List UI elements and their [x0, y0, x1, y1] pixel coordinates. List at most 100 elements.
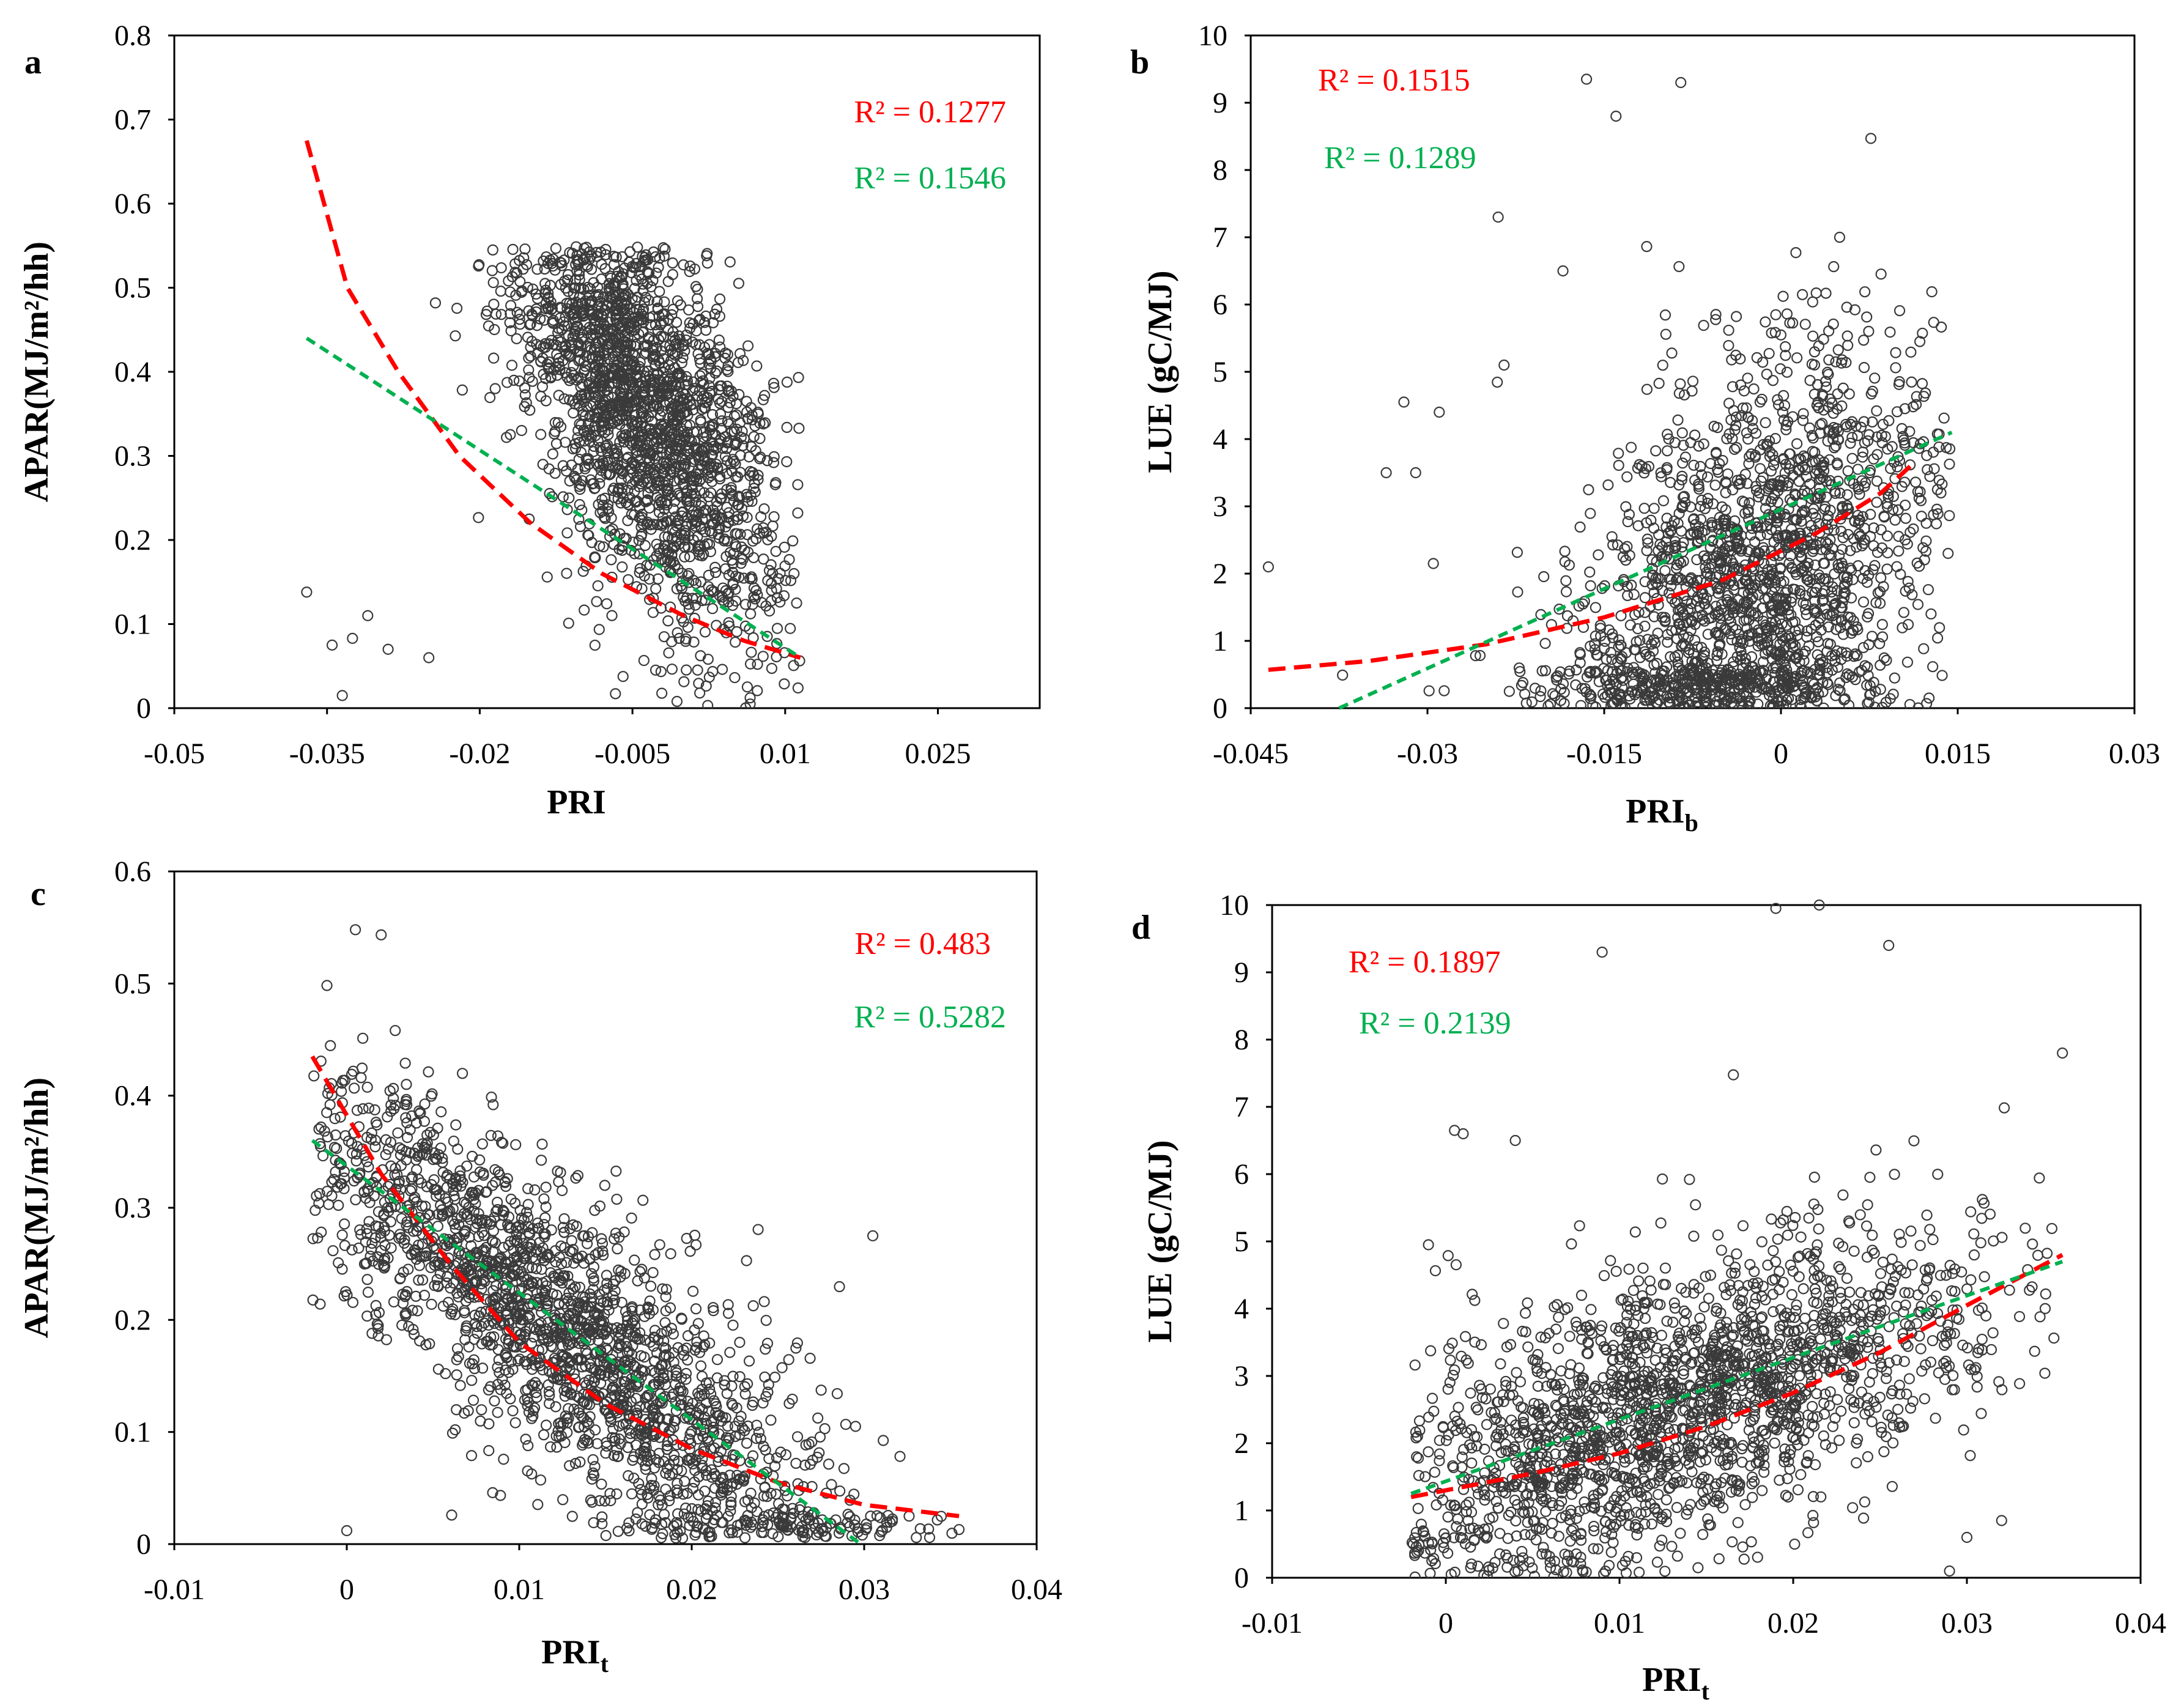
data-point [676, 1314, 687, 1325]
data-point [550, 438, 562, 449]
data-point [1694, 602, 1705, 613]
data-point [659, 497, 671, 509]
data-point [640, 496, 651, 508]
data-point [608, 482, 620, 494]
data-point [1772, 394, 1783, 405]
data-point [568, 360, 579, 372]
data-point [1780, 420, 1792, 431]
data-point [1863, 697, 1875, 708]
data-point [1763, 683, 1774, 695]
data-point [1583, 484, 1594, 495]
data-point [1862, 661, 1873, 673]
data-point [1823, 369, 1834, 380]
data-point [636, 511, 648, 523]
data-point [1837, 629, 1849, 640]
data-point [1655, 467, 1667, 479]
data-point [1781, 664, 1793, 676]
data-point [523, 352, 535, 364]
data-point [307, 1294, 319, 1306]
data-point [1576, 682, 1588, 694]
data-point [692, 283, 703, 295]
outlier-point [423, 652, 435, 664]
data-point [525, 318, 536, 330]
data-point [1676, 541, 1688, 553]
outlier-point [1380, 467, 1392, 479]
data-point [335, 1111, 346, 1123]
data-point [516, 424, 527, 437]
data-point [729, 671, 741, 684]
data-point [1690, 684, 1702, 695]
data-point [690, 1303, 702, 1315]
data-point [694, 370, 706, 382]
data-point [1908, 523, 1919, 535]
data-point [412, 1305, 423, 1317]
data-point [1641, 545, 1653, 556]
data-point [738, 572, 750, 584]
data-point [1666, 347, 1678, 359]
data-point [613, 308, 624, 320]
data-point [692, 546, 704, 558]
data-point [1722, 590, 1734, 601]
data-point [1691, 554, 1703, 566]
data-point [1878, 652, 1890, 664]
data-point [610, 462, 621, 473]
data-point [1678, 440, 1689, 451]
data-point [366, 1237, 378, 1249]
data-point [552, 417, 564, 429]
data-point [1652, 627, 1664, 639]
data-point [1931, 484, 1944, 495]
data-point [396, 1144, 408, 1155]
data-point [1538, 571, 1550, 583]
data-point [1801, 571, 1813, 582]
data-point [645, 523, 657, 535]
data-point [1789, 488, 1801, 500]
data-point [1856, 475, 1868, 487]
data-point [720, 563, 731, 575]
data-point [735, 449, 746, 461]
data-point [1878, 581, 1889, 593]
data-point [581, 259, 593, 271]
linear-fit-line [305, 336, 802, 660]
data-point [506, 360, 518, 371]
data-point [1686, 385, 1698, 397]
data-point [636, 528, 648, 540]
data-point [731, 471, 744, 482]
data-point [709, 308, 720, 320]
data-point [1559, 545, 1571, 557]
data-point [478, 1230, 490, 1241]
data-point [487, 244, 498, 256]
data-point [767, 520, 779, 532]
data-point [1723, 339, 1734, 352]
data-point [564, 1223, 576, 1235]
data-point [683, 567, 695, 580]
data-point [736, 426, 748, 437]
data-point [1875, 524, 1887, 536]
data-point [1877, 418, 1889, 431]
data-point [519, 382, 531, 394]
data-point [612, 459, 624, 471]
data-point [1585, 690, 1596, 702]
data-point [1780, 699, 1792, 708]
data-point [1774, 654, 1786, 665]
data-point [583, 530, 594, 541]
data-point [1677, 457, 1689, 469]
data-point [695, 650, 706, 662]
data-point [1738, 586, 1749, 598]
data-point [1893, 455, 1906, 467]
data-point [545, 372, 557, 383]
data-point [1832, 662, 1843, 673]
data-point [636, 583, 648, 594]
data-point [1613, 641, 1624, 653]
data-point [1840, 586, 1851, 599]
data-point [614, 436, 626, 448]
data-point [1885, 463, 1897, 475]
data-point [559, 275, 571, 287]
data-point [781, 456, 793, 468]
data-point [1757, 667, 1769, 679]
outlier-point [336, 690, 348, 701]
data-point [540, 1201, 552, 1213]
data-point [1717, 454, 1728, 467]
data-point [1732, 603, 1744, 615]
data-point [705, 487, 717, 499]
data-point [728, 547, 739, 560]
